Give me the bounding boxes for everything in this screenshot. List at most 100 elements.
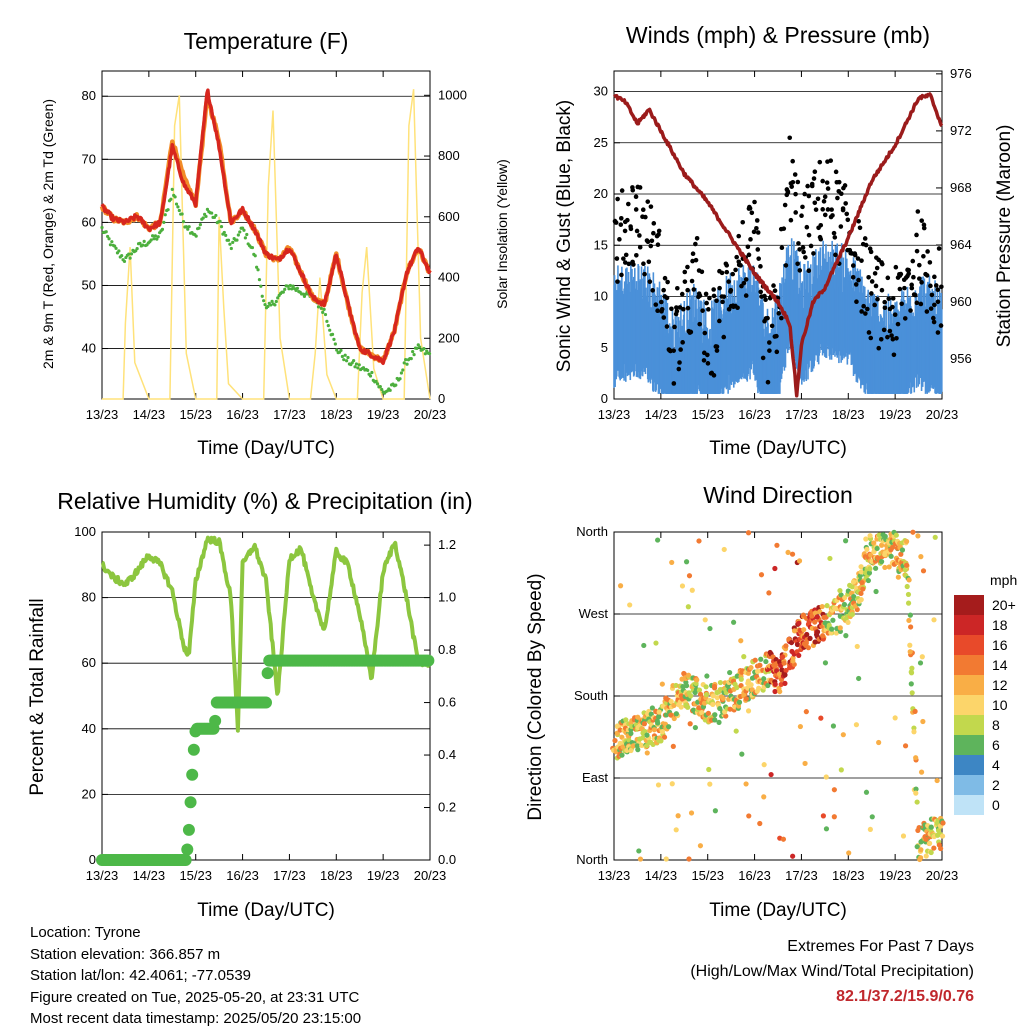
direction-point — [628, 747, 634, 754]
dewpoint-point — [219, 225, 224, 229]
gust-point — [886, 296, 892, 301]
direction-xlabel: Time (Day/UTC) — [709, 900, 847, 921]
gust-point — [800, 204, 805, 210]
gust-point — [687, 330, 693, 335]
gust-point — [724, 269, 730, 275]
gust-point — [806, 232, 812, 238]
x-tick-label: 18/23 — [320, 868, 353, 883]
dewpoint-point — [409, 356, 413, 361]
direction-point — [712, 712, 718, 718]
gust-point — [679, 291, 685, 297]
dewpoint-point — [110, 240, 114, 244]
direction-point — [685, 604, 691, 610]
station-pressure-line — [613, 92, 944, 398]
direction-point — [904, 583, 910, 590]
direction-point — [823, 774, 829, 780]
direction-point — [909, 665, 915, 671]
gust-point — [618, 222, 624, 227]
direction-point — [833, 630, 839, 636]
gust-point — [656, 228, 662, 234]
gust-point — [825, 186, 831, 191]
direction-point — [923, 836, 929, 842]
gust-point — [828, 158, 834, 163]
direction-point — [694, 677, 700, 683]
gust-point — [933, 283, 939, 288]
direction-point — [797, 723, 803, 730]
direction-point — [745, 530, 752, 536]
gust-point — [647, 279, 653, 284]
direction-point — [863, 789, 870, 795]
direction-point — [819, 603, 825, 610]
direction-point — [707, 625, 713, 632]
gust-point — [752, 199, 757, 205]
gust-point — [637, 185, 643, 190]
gust-point — [890, 336, 896, 342]
gust-point — [765, 315, 770, 321]
x-tick-label: 17/23 — [273, 868, 306, 883]
dewpoint-point — [201, 216, 205, 220]
gust-point — [885, 275, 891, 281]
gust-point — [854, 299, 859, 305]
direction-point — [783, 667, 789, 674]
dewpoint-point — [197, 226, 201, 230]
gust-point — [733, 267, 738, 273]
dewpoint-point — [198, 223, 202, 227]
gust-point — [812, 169, 818, 175]
direction-point — [807, 635, 813, 641]
direction-point — [656, 714, 662, 720]
direction-point — [733, 728, 739, 734]
dewpoint-point — [104, 230, 108, 234]
x-tick-label: 15/23 — [179, 868, 212, 883]
direction-point — [873, 565, 879, 571]
legend-swatch — [954, 735, 984, 755]
gust-point — [925, 249, 930, 254]
gust-point — [878, 337, 884, 342]
gust-point — [776, 311, 782, 316]
direction-point — [856, 675, 862, 682]
y-right-tick-label: 968 — [950, 180, 972, 195]
direction-point — [756, 685, 762, 691]
gust-point — [678, 347, 683, 352]
x-tick-label: 13/23 — [598, 407, 631, 422]
dewpoint-point — [423, 352, 427, 356]
x-tick-label: 16/23 — [738, 407, 771, 422]
direction-point — [697, 843, 704, 849]
gust-point — [748, 237, 753, 242]
direction-point — [876, 532, 882, 538]
gust-point — [655, 242, 661, 248]
gust-point — [643, 214, 648, 220]
dewpoint-point — [342, 358, 346, 362]
gust-point — [929, 292, 935, 298]
gust-point — [693, 241, 698, 247]
gust-point — [706, 307, 711, 312]
direction-point — [781, 660, 787, 666]
direction-point — [748, 665, 754, 671]
gust-point — [633, 194, 639, 200]
x-tick-label: 18/23 — [832, 868, 865, 883]
gust-point — [721, 294, 727, 299]
direction-point — [796, 558, 803, 564]
direction-point — [893, 532, 899, 538]
direction-point — [829, 626, 835, 632]
gust-point — [853, 282, 859, 287]
dewpoint-point — [173, 195, 177, 199]
station-elevation: Station elevation: 366.857 m — [30, 945, 221, 963]
direction-point — [734, 673, 740, 679]
gust-point — [932, 302, 937, 308]
legend-swatch — [954, 615, 984, 635]
direction-point — [838, 767, 844, 773]
y-right-tick-label: 0.4 — [438, 747, 456, 762]
gust-point — [771, 283, 776, 288]
gust-point — [796, 241, 801, 246]
gust-point — [699, 269, 705, 275]
dewpoint-point — [402, 361, 406, 365]
direction-point — [739, 751, 745, 757]
station-info: Location: Tyrone Station elevation: 366.… — [30, 922, 361, 1030]
dewpoint-point — [366, 368, 370, 372]
gust-point — [787, 135, 793, 141]
direction-point — [723, 713, 729, 719]
dewpoint-point — [353, 365, 357, 369]
gust-point — [694, 235, 700, 241]
dewpoint-point — [253, 254, 257, 258]
